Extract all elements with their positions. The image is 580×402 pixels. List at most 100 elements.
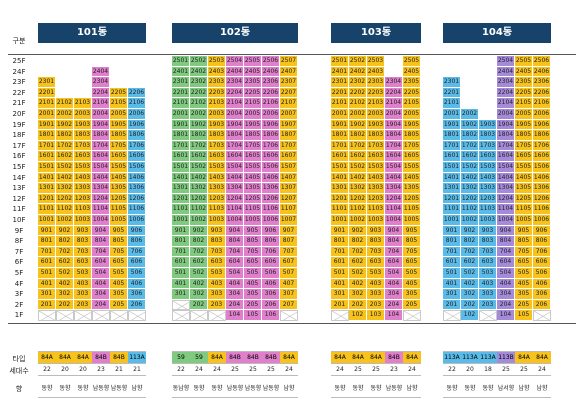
unit-cell: 304 xyxy=(497,289,515,300)
unit-cell: 505 xyxy=(244,268,262,279)
unit-cell: 204 xyxy=(92,299,110,311)
unit-cell: 406 xyxy=(533,278,551,290)
unit-type: 84A xyxy=(349,352,367,363)
unit-cell: 902 xyxy=(56,225,74,237)
unit-type: 84B xyxy=(262,352,280,363)
unit-cell: 1904 xyxy=(92,119,110,131)
unit-cell: 1703 xyxy=(367,140,385,152)
unit-cell: 1704 xyxy=(385,140,403,152)
unit-cell: 202 xyxy=(190,299,208,311)
floor-label: 13F xyxy=(12,184,26,193)
unit-cell: 1005 xyxy=(403,215,421,226)
household-count: 25 xyxy=(267,366,275,373)
footer-rule xyxy=(38,375,146,376)
unit-cell: 2103 xyxy=(367,98,385,109)
unit-cell: 807 xyxy=(280,236,298,247)
unit-cell: 1104 xyxy=(385,204,403,215)
household-count: 21 xyxy=(133,366,141,373)
unit-cell: 2304 xyxy=(92,77,110,88)
unit-cell: 2405 xyxy=(244,66,262,78)
unit-cell: 707 xyxy=(280,246,298,258)
unit-cell: 506 xyxy=(128,268,146,279)
pilotis-empty-cell xyxy=(128,310,146,321)
unit-cell: 2105 xyxy=(110,98,128,109)
unit-cell: 1001 xyxy=(443,215,461,226)
unit-cell: 1402 xyxy=(56,172,74,184)
floor-label: 20F xyxy=(12,110,26,118)
unit-cell: 704 xyxy=(497,246,515,258)
unit-cell: 1703 xyxy=(208,140,226,152)
unit-cell: 2201 xyxy=(172,87,190,99)
unit-cell: 1201 xyxy=(172,193,190,205)
unit-cell: 1601 xyxy=(443,151,461,162)
unit-cell: 1502 xyxy=(190,162,208,173)
unit-cell: 603 xyxy=(208,257,226,268)
unit-cell: 1804 xyxy=(385,130,403,141)
unit-cell: 1903 xyxy=(74,119,92,131)
unit-cell: 1407 xyxy=(280,172,298,184)
household-count: 21 xyxy=(115,366,123,373)
grid-bottom-line xyxy=(8,323,576,324)
footer-rule xyxy=(172,397,298,398)
unit-cell: 2404 xyxy=(226,66,244,78)
unit-cell: 706 xyxy=(262,246,280,258)
unit-cell: 1702 xyxy=(349,140,367,152)
unit-cell: 1801 xyxy=(172,130,190,141)
unit-cell: 1102 xyxy=(190,204,208,215)
unit-cell: 1002 xyxy=(190,215,208,226)
unit-cell: 1605 xyxy=(515,151,533,162)
unit-cell: 1605 xyxy=(403,151,421,162)
unit-cell: 203 xyxy=(208,299,226,311)
unit-cell: 305 xyxy=(244,289,262,300)
unit-cell: 205 xyxy=(244,299,262,311)
unit-cell: 1006 xyxy=(262,215,280,226)
unit-type: 113A xyxy=(461,352,479,363)
unit-cell: 2002 xyxy=(349,109,367,120)
unit-cell: 402 xyxy=(190,278,208,290)
unit-cell: 2202 xyxy=(190,87,208,99)
unit-cell: 901 xyxy=(443,225,461,237)
unit-cell: 1204 xyxy=(385,193,403,205)
unit-cell: 204 xyxy=(385,299,403,311)
unit-cell: 604 xyxy=(497,257,515,268)
unit-cell: 1205 xyxy=(110,193,128,205)
unit-cell: 206 xyxy=(533,299,551,311)
unit-cell: 2005 xyxy=(403,109,421,120)
unit-cell: 1706 xyxy=(128,140,146,152)
unit-cell: 803 xyxy=(367,236,385,247)
household-count: 25 xyxy=(354,366,362,373)
unit-cell: 1805 xyxy=(244,130,262,141)
floor-label: 6F xyxy=(14,258,24,267)
unit-cell: 1303 xyxy=(479,183,497,194)
unit-cell: 1105 xyxy=(244,204,262,215)
unit-cell: 1402 xyxy=(461,172,479,184)
unit-cell: 903 xyxy=(479,225,497,237)
unit-cell: 2501 xyxy=(172,56,190,67)
unit-cell: 801 xyxy=(38,236,56,247)
unit-type: 84B xyxy=(110,352,128,363)
unit-direction: 동향 xyxy=(193,385,205,392)
floor-label: 22F xyxy=(12,88,26,97)
unit-direction: 동향 xyxy=(464,385,476,392)
unit-cell: 1202 xyxy=(349,193,367,205)
unit-cell: 1104 xyxy=(226,204,244,215)
unit-cell: 2405 xyxy=(403,66,421,78)
unit-direction: 동남향 xyxy=(172,385,190,392)
unit-type: 84A xyxy=(74,352,92,363)
unit-cell: 1903 xyxy=(208,119,226,131)
unit-cell: 1002 xyxy=(461,215,479,226)
unit-cell: 2006 xyxy=(533,109,551,120)
unit-cell: 1305 xyxy=(110,183,128,194)
unit-type: 59 xyxy=(172,352,190,363)
unit-cell: 1405 xyxy=(515,172,533,184)
unit-cell: 1805 xyxy=(515,130,533,141)
unit-cell: 904 xyxy=(497,225,515,237)
unit-cell: 304 xyxy=(226,289,244,300)
unit-cell: 1504 xyxy=(497,162,515,173)
unit-cell: 502 xyxy=(190,268,208,279)
unit-cell: 2403 xyxy=(367,66,385,78)
unit-cell: 2102 xyxy=(56,98,74,109)
unit-cell: 2507 xyxy=(280,56,298,67)
unit-cell: 504 xyxy=(92,268,110,279)
unit-cell: 2005 xyxy=(515,109,533,120)
